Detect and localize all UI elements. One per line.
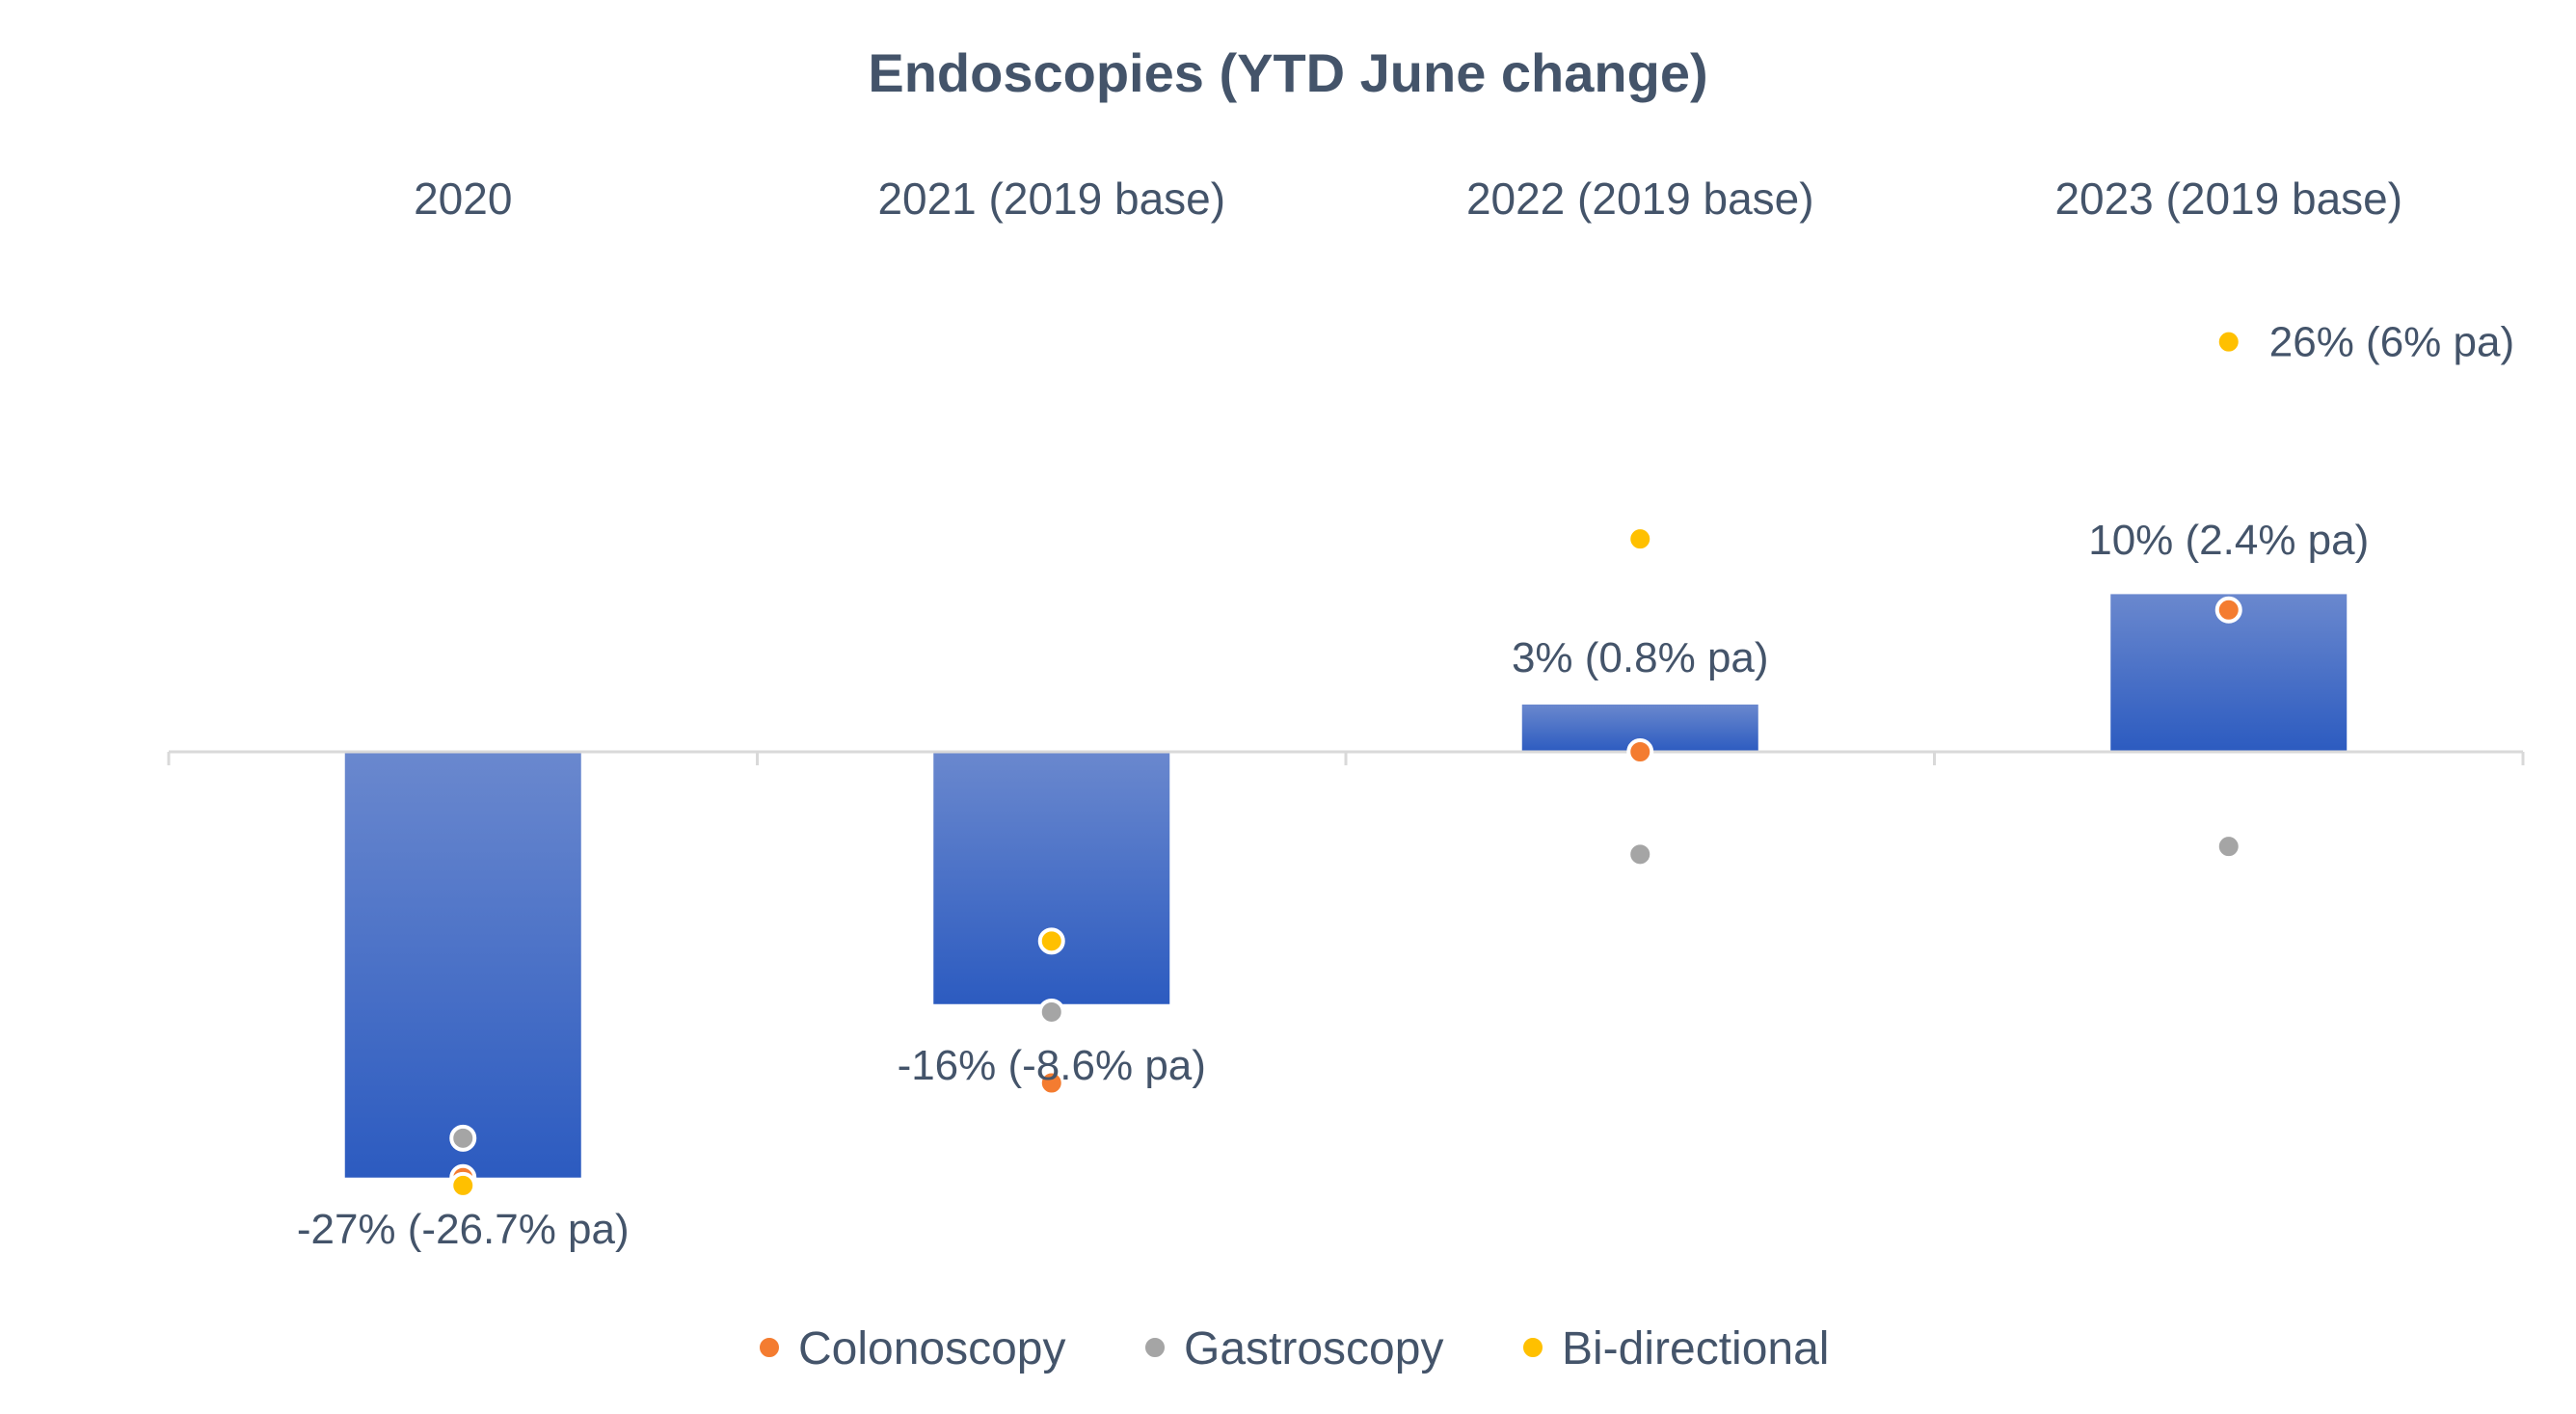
legend-label-gastroscopy: Gastroscopy bbox=[1184, 1323, 1443, 1374]
legend: Colonoscopy Gastroscopy Bi-directional bbox=[756, 1323, 1829, 1374]
point-gastroscopy-2022-2019-base bbox=[1626, 840, 1654, 868]
data-labels: -27% (-26.7% pa) -16% (-8.6% pa) 3% (0.8% … bbox=[297, 319, 2514, 1253]
category-label-2020: 2020 bbox=[414, 173, 512, 224]
bar-label-2020: -27% (-26.7% pa) bbox=[297, 1206, 630, 1253]
bar-2020 bbox=[344, 752, 581, 1178]
bar-label-2023-2019-base: 10% (2.4% pa) bbox=[2088, 517, 2369, 564]
legend-marker-gastroscopy bbox=[1141, 1334, 1168, 1361]
bars bbox=[344, 594, 2348, 1178]
scatter-points bbox=[449, 328, 2242, 1199]
chart-title: Endoscopies (YTD June change) bbox=[868, 42, 1707, 103]
legend-item-bi-directional: Bi-directional bbox=[1519, 1323, 1829, 1374]
legend-label-colonoscopy: Colonoscopy bbox=[798, 1323, 1066, 1374]
legend-marker-bi-directional bbox=[1519, 1334, 1546, 1361]
legend-item-colonoscopy: Colonoscopy bbox=[756, 1323, 1066, 1374]
bar-label-2022-2019-base: 3% (0.8% pa) bbox=[1512, 634, 1769, 681]
point-colonoscopy-2023-2019-base bbox=[2214, 596, 2242, 624]
point-gastroscopy-2021-2019-base bbox=[1037, 998, 1065, 1026]
point-bi-directional-2021-2019-base bbox=[1037, 927, 1065, 955]
point-colonoscopy-2021-2019-base bbox=[1037, 1069, 1065, 1097]
axis-ticks bbox=[167, 752, 2525, 765]
point-bi-directional-2020 bbox=[449, 1171, 477, 1199]
point-colonoscopy-2022-2019-base bbox=[1626, 738, 1654, 765]
category-label-2023-2019-base: 2023 (2019 base) bbox=[2054, 173, 2402, 224]
bar-2021-2019-base bbox=[933, 752, 1170, 1004]
bar-label-2021-2019-base: -16% (-8.6% pa) bbox=[898, 1042, 1206, 1089]
legend-marker-colonoscopy bbox=[756, 1334, 783, 1361]
point-label-bi-directional: 26% (6% pa) bbox=[2269, 319, 2514, 366]
point-gastroscopy-2020 bbox=[449, 1124, 477, 1152]
category-label-2021-2019-base: 2021 (2019 base) bbox=[877, 173, 1225, 224]
category-labels: 2020 2021 (2019 base) 2022 (2019 base) 2023… bbox=[414, 173, 2402, 224]
legend-item-gastroscopy: Gastroscopy bbox=[1141, 1323, 1443, 1374]
point-bi-directional-2023-2019-base bbox=[2214, 328, 2242, 356]
category-label-2022-2019-base: 2022 (2019 base) bbox=[1466, 173, 1814, 224]
legend-label-bi-directional: Bi-directional bbox=[1562, 1323, 1829, 1374]
point-gastroscopy-2023-2019-base bbox=[2214, 833, 2242, 861]
point-bi-directional-2022-2019-base bbox=[1626, 525, 1654, 553]
